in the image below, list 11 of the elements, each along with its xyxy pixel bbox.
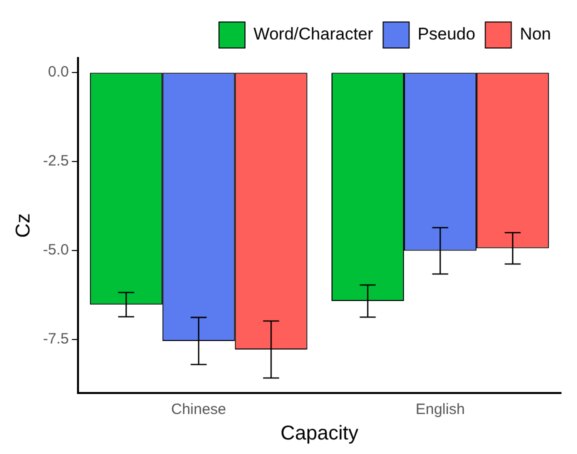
legend-label: Pseudo (418, 24, 476, 44)
x-axis-title: Capacity (280, 422, 358, 445)
legend-label: Word/Character (253, 24, 374, 44)
y-tick-label: -7.5 (42, 330, 69, 348)
legend-label: Non (520, 24, 551, 44)
x-tick-label: English (416, 401, 465, 418)
y-tick-label: 0.0 (48, 63, 69, 80)
x-tick-label: Chinese (171, 401, 226, 418)
y-tick-label: -5.0 (42, 242, 69, 259)
y-axis-title: Cz (12, 213, 35, 238)
y-tick-label: -2.5 (42, 152, 69, 170)
